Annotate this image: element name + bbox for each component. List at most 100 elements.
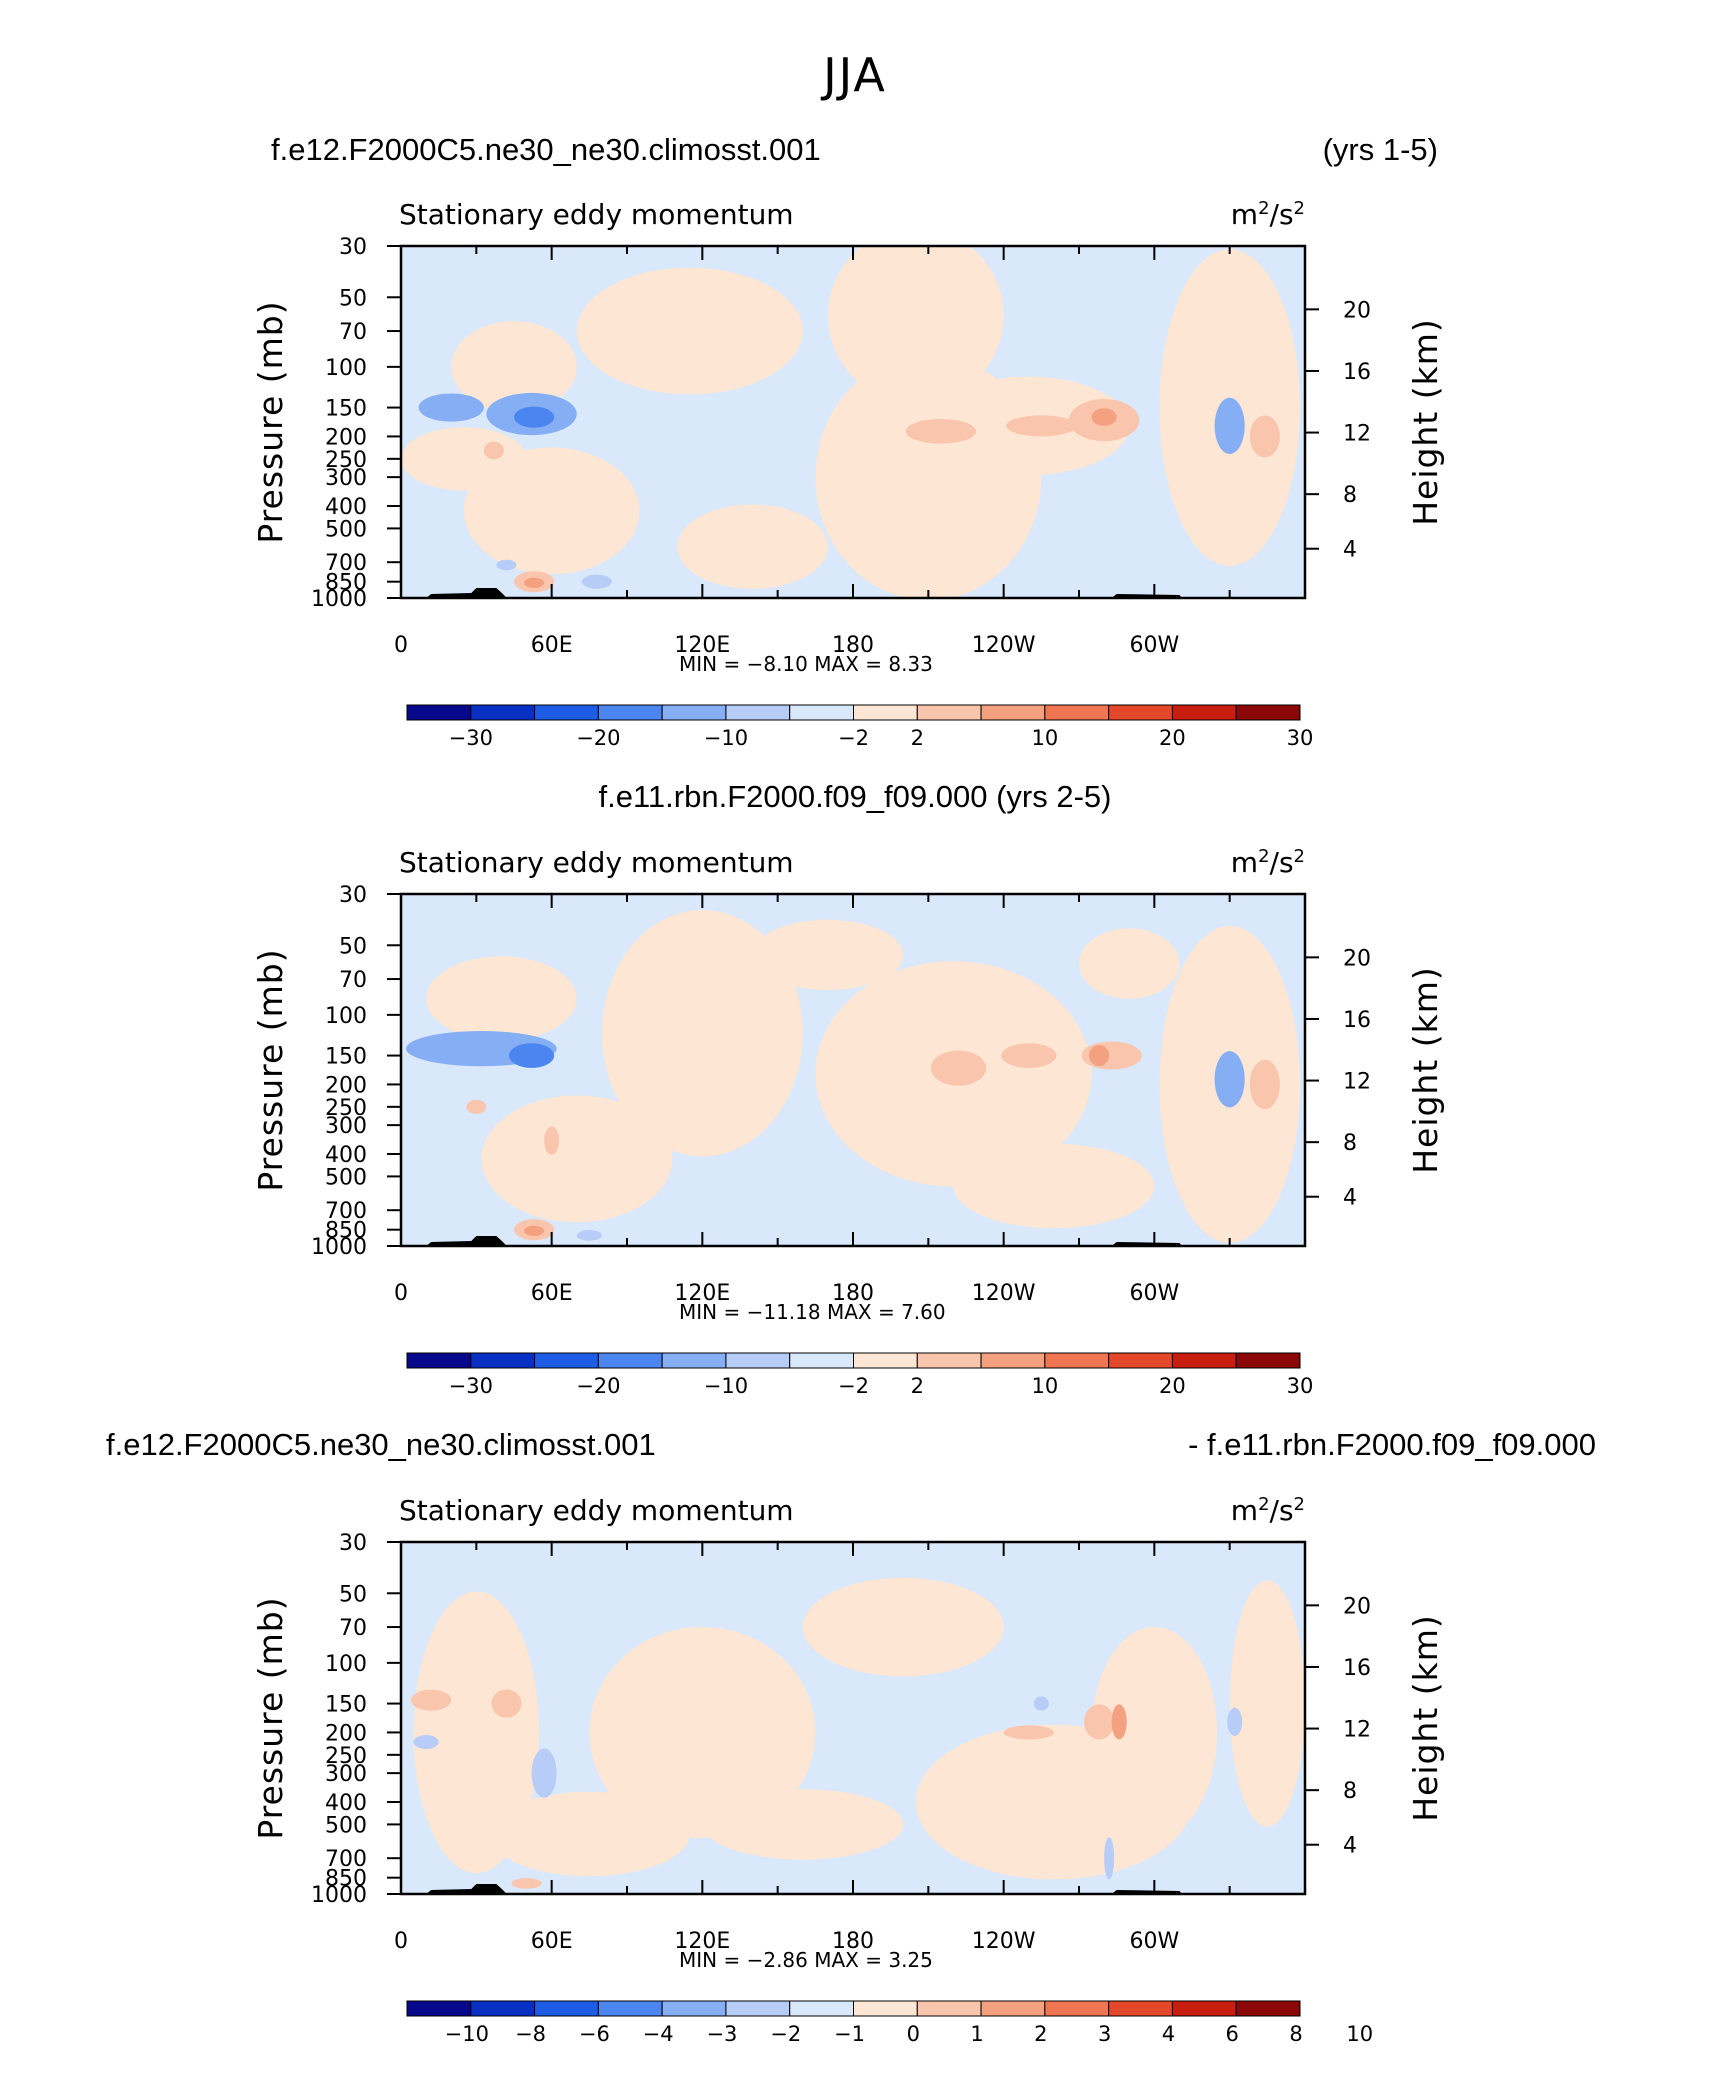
contour-region-13	[1214, 397, 1245, 455]
contour-field	[401, 246, 1305, 598]
colorbar-box	[406, 704, 472, 721]
colorbar-label: −2	[838, 1374, 869, 1398]
y2-tick-label: 4	[1343, 1186, 1357, 1211]
y-tick-label: 700	[325, 1199, 367, 1224]
y2-tick-label: 20	[1343, 946, 1371, 971]
topography-asia	[426, 1884, 507, 1894]
subtitle-label: Stationary eddy momentum	[399, 198, 794, 231]
contour-region-14	[905, 418, 977, 444]
y-tick-label: 200	[325, 1073, 367, 1098]
y-tick-label: 700	[325, 551, 367, 576]
panel-1-contour-plot: Stationary eddy momentum m2/s2 0 60E 120E 180…	[251, 198, 1445, 750]
x-tick-label: 0	[394, 1281, 408, 1306]
y2-tick-label: 16	[1343, 1656, 1371, 1681]
contour-field	[401, 1542, 1305, 1894]
colorbar-box	[980, 1352, 1046, 1369]
y-tick-label: 1000	[311, 1235, 367, 1260]
colorbar-label: −30	[449, 726, 493, 750]
x-tick-label: 60E	[531, 633, 573, 658]
colorbar-box	[725, 2000, 791, 2017]
contour-region-22	[581, 574, 612, 589]
contour-region-21	[576, 1230, 602, 1241]
y-tick-label: 300	[325, 1114, 367, 1139]
colorbar-box	[1171, 2000, 1237, 2017]
panel-3-case-b: - f.e11.rbn.F2000.f09_f09.000	[1188, 1427, 1596, 1462]
contour-region-23	[496, 559, 517, 571]
y-tick-label: 30	[339, 883, 367, 908]
contour-region-3	[802, 1577, 1004, 1677]
y-tick-label: 30	[339, 1531, 367, 1556]
x-tick-label: 60W	[1129, 633, 1179, 658]
contour-region-12	[1084, 1704, 1115, 1740]
contour-region-21	[524, 577, 545, 589]
y-axis-title: Pressure (mb)	[251, 948, 290, 1191]
colorbar-box	[406, 1352, 472, 1369]
colorbar-label: −6	[579, 2022, 610, 2046]
y-tick-label: 400	[325, 1143, 367, 1168]
contour-region-17	[1091, 408, 1117, 426]
colorbar-box	[1044, 704, 1110, 721]
contour-region-2	[589, 1626, 816, 1839]
x-tick-label: 120W	[972, 1929, 1036, 1954]
colorbar-label: 1	[970, 2022, 983, 2046]
colorbar-label: −10	[704, 1374, 748, 1398]
y-tick-label: 50	[339, 1582, 367, 1607]
colorbar-label: −4	[643, 2022, 674, 2046]
y2-axis-title: Height (km)	[1406, 1614, 1445, 1822]
colorbar-label: −2	[838, 726, 869, 750]
colorbar-label: 8	[1289, 2022, 1302, 2046]
y-axis-title: Pressure (mb)	[251, 300, 290, 543]
y-tick-label: 1000	[311, 587, 367, 612]
colorbar-box	[916, 2000, 982, 2017]
min-max-label: MIN = −8.10 MAX = 8.33	[679, 652, 933, 676]
x-tick-label: 180	[832, 1929, 874, 1954]
colorbar-box	[1044, 1352, 1110, 1369]
colorbar-box	[1171, 704, 1237, 721]
colorbar-box	[789, 2000, 855, 2017]
y-tick-label: 30	[339, 235, 367, 260]
x-tick-label: 120W	[972, 1281, 1036, 1306]
contour-region-12	[930, 1050, 987, 1086]
panel-3-contour-plot: Stationary eddy momentum m2/s20 60E 120E 180…	[251, 1494, 1445, 2046]
contour-region-1	[413, 1591, 540, 1874]
colorbar-label: −1	[834, 2022, 865, 2046]
y-tick-label: 70	[339, 1616, 367, 1641]
colorbar-box	[597, 704, 663, 721]
y-axis-title: Pressure (mb)	[251, 1596, 290, 1839]
contour-region-10	[508, 1043, 555, 1068]
colorbar-label: 10	[1031, 1374, 1058, 1398]
panel-1-years: (yrs 1-5)	[1322, 132, 1438, 167]
contour-region-2	[601, 909, 803, 1157]
contour-region-17	[1227, 1707, 1243, 1736]
colorbar-box	[1108, 704, 1173, 721]
contour-region-8	[953, 1143, 1155, 1229]
contour-region-5	[481, 1095, 673, 1223]
colorbar-box	[470, 2000, 536, 2017]
subtitle-label: Stationary eddy momentum	[399, 846, 794, 879]
y2-tick-label: 20	[1343, 298, 1371, 323]
x-tick-label: 60E	[531, 1281, 573, 1306]
figure-title: JJA	[823, 48, 887, 102]
colorbar-box	[980, 2000, 1046, 2017]
y2-tick-label: 4	[1343, 538, 1357, 563]
y-tick-label: 250	[325, 448, 367, 473]
colorbar-label: 3	[1098, 2022, 1111, 2046]
units-label: m2/s2	[1231, 846, 1305, 879]
units-label: m2/s2	[1231, 198, 1305, 231]
contour-region-7	[1079, 928, 1180, 999]
contour-region-18	[1104, 1837, 1115, 1880]
colorbar-box	[853, 1352, 918, 1369]
x-tick-label: 120W	[972, 633, 1036, 658]
min-max-label: MIN = −11.18 MAX = 7.60	[679, 1300, 946, 1324]
y-tick-label: 850	[325, 1219, 367, 1244]
subtitle-label: Stationary eddy momentum	[399, 1494, 794, 1527]
y-tick-label: 300	[325, 1762, 367, 1787]
y-tick-label: 250	[325, 1744, 367, 1769]
contour-field	[401, 894, 1305, 1246]
x-tick-label: 60W	[1129, 1281, 1179, 1306]
x-tick-label: 120E	[674, 1281, 730, 1306]
colorbar-box	[853, 704, 918, 721]
y-tick-label: 200	[325, 1721, 367, 1746]
y2-tick-label: 8	[1343, 1779, 1357, 1804]
contour-region-16	[1033, 1696, 1049, 1711]
